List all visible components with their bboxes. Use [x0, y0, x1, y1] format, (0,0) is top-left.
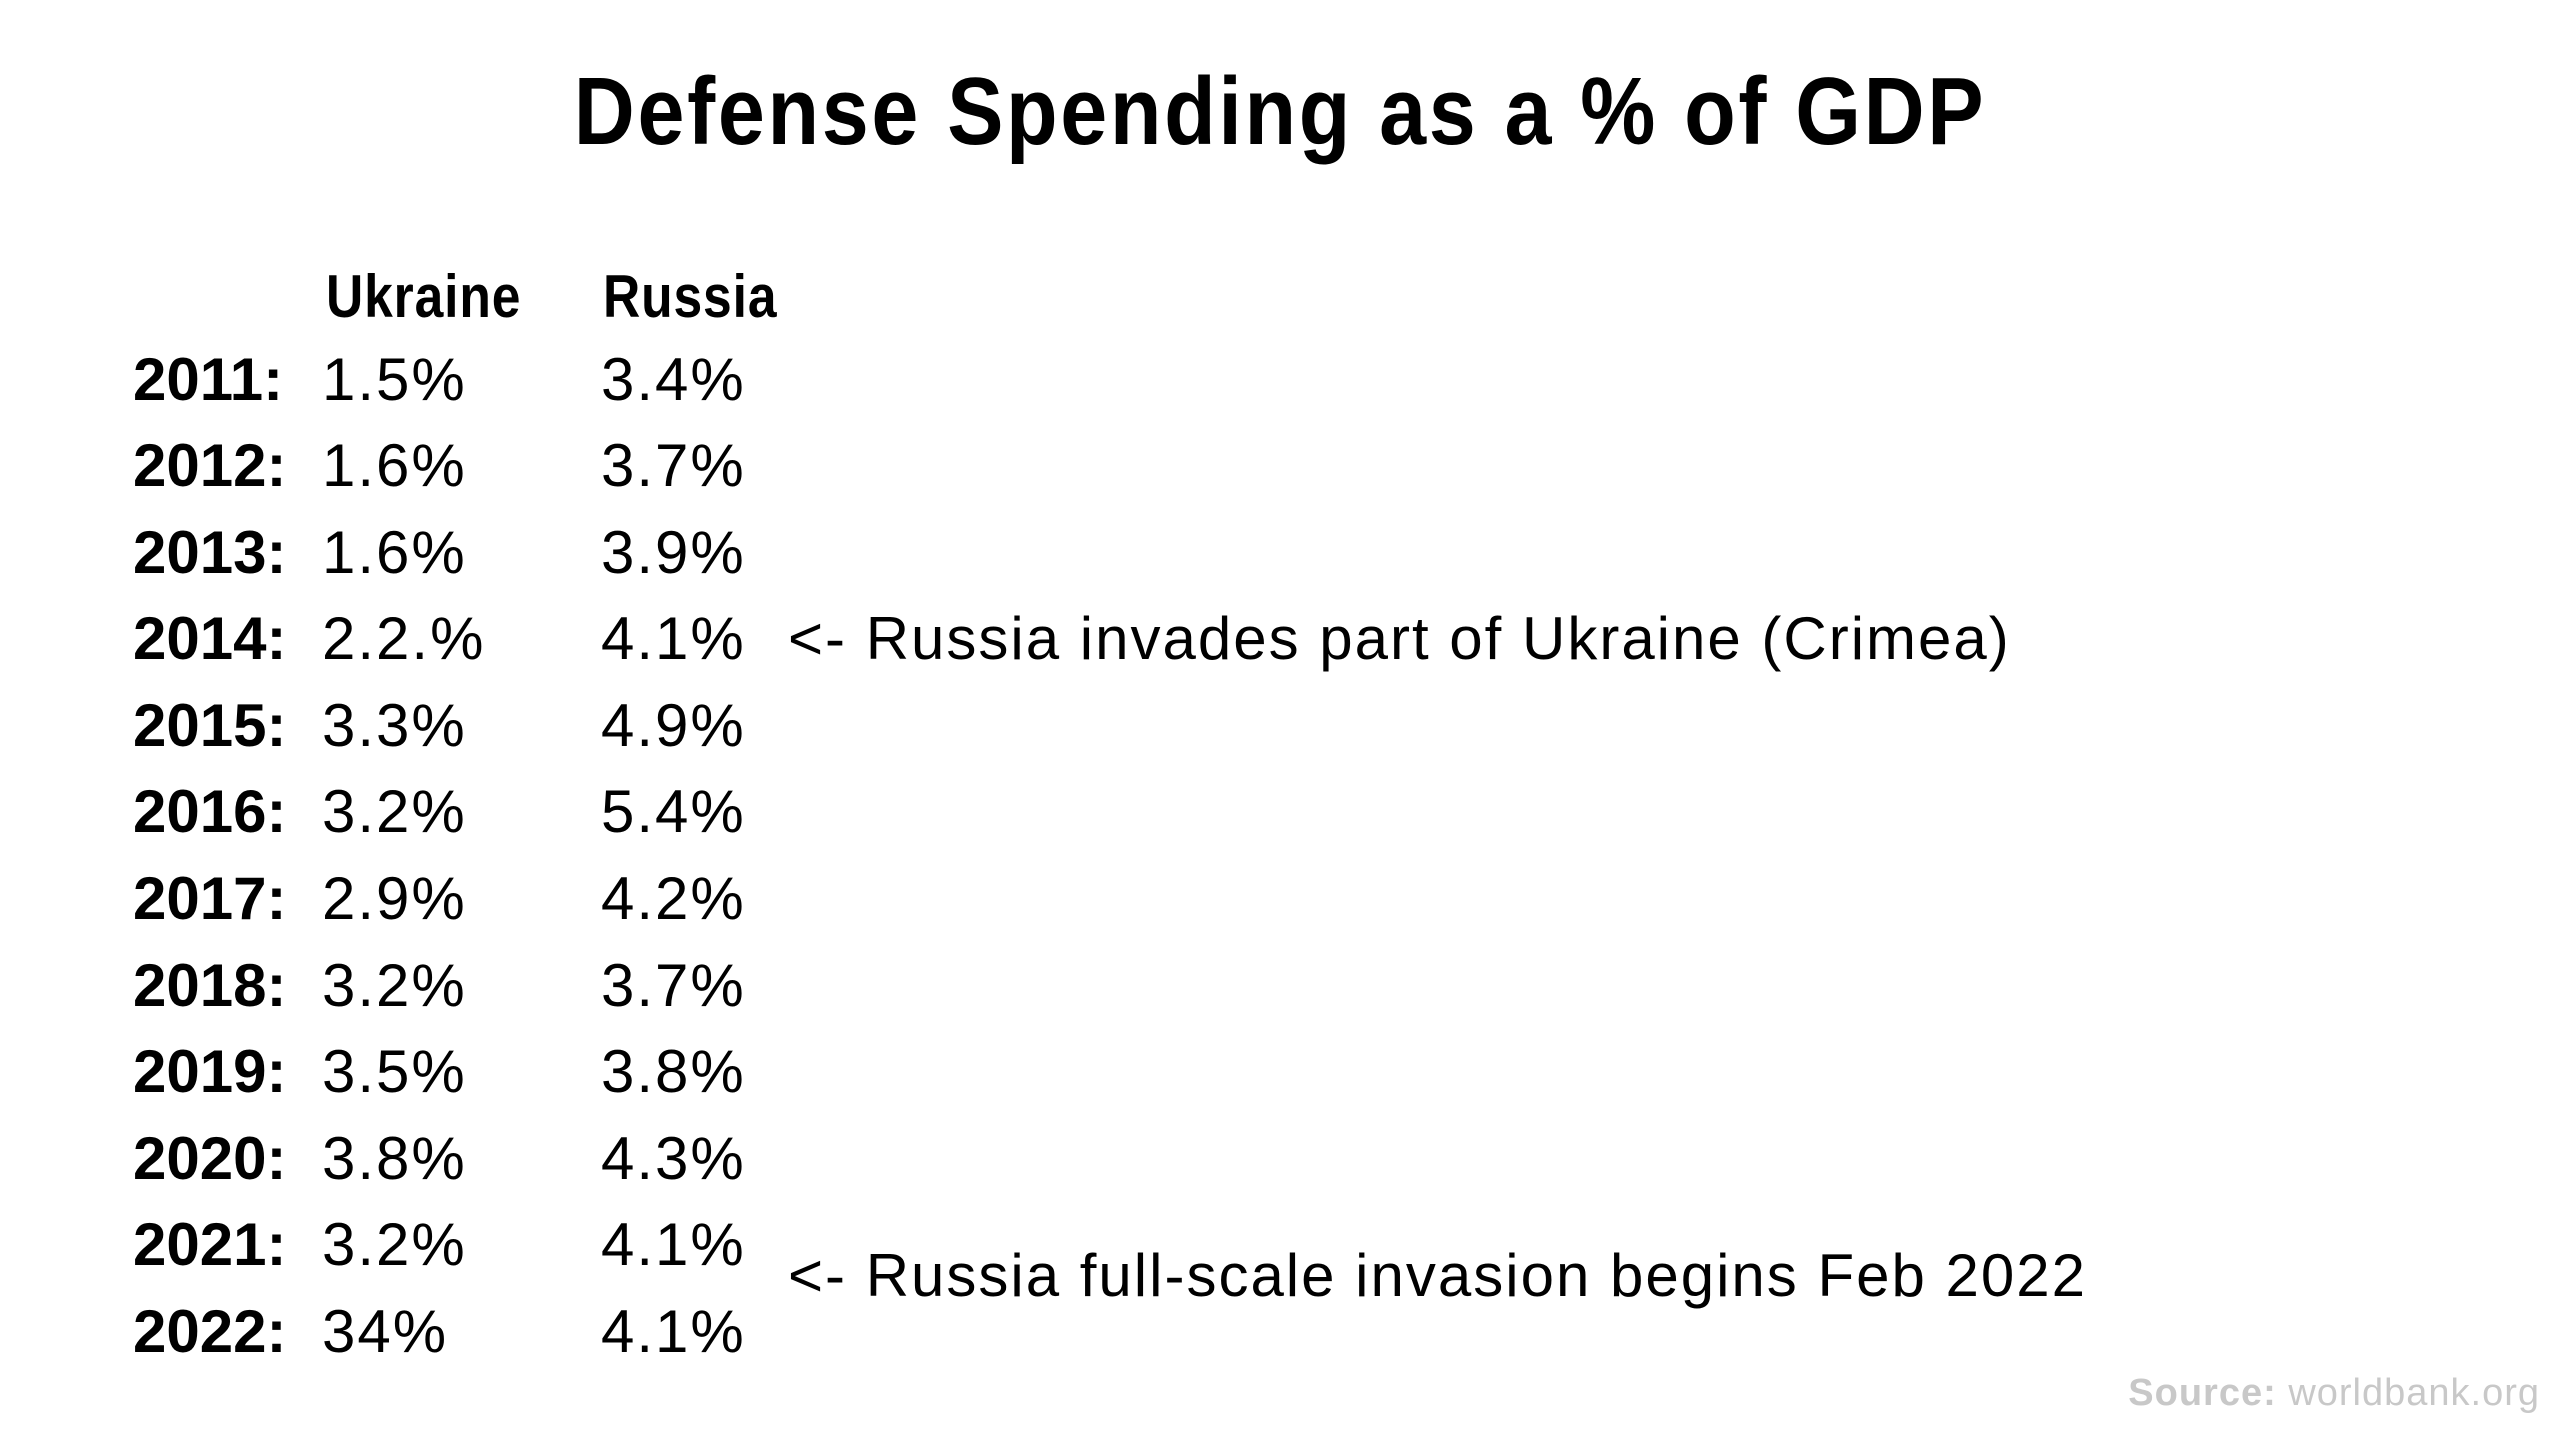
row-ukraine-value: 3.2% — [322, 1211, 467, 1278]
source-value: worldbank.org — [2288, 1372, 2540, 1414]
table-row: 2014: 2.2.% 4.1% — [0, 596, 2560, 682]
annotation-crimea: <- Russia invades part of Ukraine (Crime… — [788, 605, 2011, 672]
page-title: Defense Spending as a % of GDP — [573, 58, 1987, 165]
table-row: 2022: 34% 4.1% — [0, 1289, 2560, 1375]
table-row: 2016: 3.2% 5.4% — [0, 769, 2560, 855]
row-year: 2021: — [133, 1211, 287, 1278]
table-row: 2011: 1.5% 3.4% — [0, 337, 2560, 423]
row-ukraine-value: 3.2% — [322, 778, 467, 845]
row-ukraine-value: 34% — [322, 1298, 449, 1365]
annotation-full-scale-invasion: <- Russia full-scale invasion begins Feb… — [788, 1242, 2087, 1309]
source-credit: Source: worldbank.org — [2128, 1368, 2540, 1418]
table-row: 2018: 3.2% 3.7% — [0, 943, 2560, 1029]
source-label: Source: — [2128, 1372, 2277, 1414]
row-ukraine-value: 1.5% — [322, 346, 467, 413]
row-russia-value: 3.8% — [601, 1038, 746, 1105]
row-russia-value: 3.9% — [601, 519, 746, 586]
row-russia-value: 5.4% — [601, 778, 746, 845]
row-russia-value: 4.1% — [601, 605, 746, 672]
column-header-russia: Russia — [603, 263, 778, 330]
row-year: 2012: — [133, 432, 287, 499]
row-ukraine-value: 1.6% — [322, 519, 467, 586]
row-russia-value: 4.1% — [601, 1211, 746, 1278]
row-russia-value: 3.7% — [601, 952, 746, 1019]
row-year: 2014: — [133, 605, 287, 672]
row-ukraine-value: 1.6% — [322, 432, 467, 499]
table-row: 2021: 3.2% 4.1% — [0, 1202, 2560, 1288]
table-row: 2012: 1.6% 3.7% — [0, 423, 2560, 509]
row-russia-value: 4.2% — [601, 865, 746, 932]
row-year: 2011: — [133, 346, 284, 413]
row-ukraine-value: 3.8% — [322, 1125, 467, 1192]
table-row: 2015: 3.3% 4.9% — [0, 683, 2560, 769]
row-ukraine-value: 2.9% — [322, 865, 467, 932]
row-ukraine-value: 3.5% — [322, 1038, 467, 1105]
table-row: 2019: 3.5% 3.8% — [0, 1029, 2560, 1115]
row-year: 2022: — [133, 1298, 287, 1365]
row-russia-value: 3.4% — [601, 346, 746, 413]
row-year: 2013: — [133, 519, 287, 586]
row-russia-value: 4.9% — [601, 692, 746, 759]
table-row: 2017: 2.9% 4.2% — [0, 856, 2560, 942]
row-year: 2016: — [133, 778, 287, 845]
row-russia-value: 3.7% — [601, 432, 746, 499]
row-year: 2019: — [133, 1038, 287, 1105]
row-year: 2018: — [133, 952, 287, 1019]
row-russia-value: 4.3% — [601, 1125, 746, 1192]
row-ukraine-value: 3.2% — [322, 952, 467, 1019]
row-year: 2020: — [133, 1125, 287, 1192]
row-ukraine-value: 2.2.% — [322, 605, 486, 672]
table-row: 2013: 1.6% 3.9% — [0, 510, 2560, 596]
row-year: 2015: — [133, 692, 287, 759]
column-header-ukraine: Ukraine — [326, 263, 522, 330]
row-russia-value: 4.1% — [601, 1298, 746, 1365]
table-row: 2020: 3.8% 4.3% — [0, 1116, 2560, 1202]
row-ukraine-value: 3.3% — [322, 692, 467, 759]
row-year: 2017: — [133, 865, 287, 932]
